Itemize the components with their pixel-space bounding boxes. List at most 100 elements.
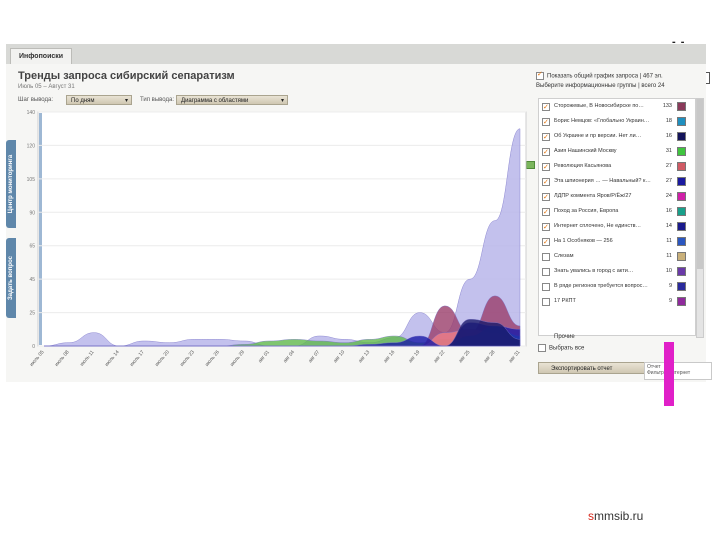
- x-tick-label: авг 07: [307, 349, 321, 364]
- type-select[interactable]: Диаграмма с областями ▾: [176, 95, 288, 105]
- legend-item-count: 24: [665, 193, 672, 199]
- legend-item[interactable]: Поход за Россия, Европа 16: [539, 205, 695, 219]
- y-tick-label: 140: [27, 110, 36, 116]
- legend-item-label: Сторожевые, В Новосибирске по…: [554, 103, 644, 109]
- legend-item-color-swatch[interactable]: [677, 252, 686, 261]
- step-select-value: По дням: [71, 98, 95, 104]
- legend-item-color-swatch[interactable]: [677, 147, 686, 156]
- legend-item[interactable]: ЛДПР коммента Яров/Р/Ёж/27 24: [539, 190, 695, 204]
- top-toolbar: Инфопоиски: [6, 44, 706, 65]
- x-tick-label: июль 08: [54, 349, 71, 368]
- legend-item-color-swatch[interactable]: [677, 282, 686, 291]
- y-tick-label: 25: [29, 311, 35, 317]
- legend-item-label: В ряде регионов требуется вопрос…: [554, 283, 648, 289]
- legend-item-color-swatch[interactable]: [677, 192, 686, 201]
- show-total-row[interactable]: Показать общий график запроса | 467 эл.: [536, 70, 663, 80]
- side-tab-queries-label: Задать вопрос: [8, 255, 14, 301]
- x-tick-label: июль 23: [179, 349, 196, 368]
- legend-item-label: Знать увались в город с акти…: [554, 268, 634, 274]
- legend-item[interactable]: Революция Касьянова 27: [539, 160, 695, 174]
- legend-item[interactable]: В ряде регионов требуется вопрос… 9: [539, 280, 695, 293]
- legend-item-checkbox[interactable]: [542, 131, 550, 144]
- legend-item-color-swatch[interactable]: [677, 237, 686, 246]
- legend-item-color-swatch[interactable]: [677, 267, 686, 276]
- legend-item-color-swatch[interactable]: [677, 102, 686, 111]
- legend-item-label: Интернет сплочено, Не единств…: [554, 223, 642, 229]
- brand-accent: s: [588, 509, 594, 523]
- legend-item-color-swatch[interactable]: [677, 297, 686, 306]
- legend-item-label: 17 РКПТ: [554, 298, 576, 304]
- export-report-button[interactable]: Экспортировать отчет: [538, 362, 660, 374]
- select-all-label: Выбрать все: [549, 345, 585, 352]
- legend-item-count: 27: [665, 178, 672, 184]
- legend-item-count: 9: [668, 298, 672, 304]
- x-tick-label: авг 25: [458, 349, 472, 364]
- legend-item-color-swatch[interactable]: [677, 132, 686, 141]
- y-tick-label: 0: [32, 344, 35, 350]
- y-tick-label: 105: [27, 177, 36, 183]
- legend-item[interactable]: 17 РКПТ 9: [539, 295, 695, 308]
- scrollbar-thumb[interactable]: [697, 99, 703, 269]
- legend-item-checkbox[interactable]: [542, 161, 550, 174]
- legend-item-checkbox[interactable]: [542, 191, 550, 204]
- legend-item[interactable]: Слезам 11: [539, 250, 695, 263]
- show-total-checkbox[interactable]: [536, 70, 544, 80]
- legend-item-checkbox[interactable]: [542, 253, 550, 261]
- legend-item-checkbox[interactable]: [542, 283, 550, 291]
- legend-item[interactable]: Сторожевые, В Новосибирске по… 133: [539, 100, 695, 114]
- legend-item-count: 10: [665, 268, 672, 274]
- legend-item-checkbox[interactable]: [542, 236, 550, 249]
- legend-item[interactable]: Борис Немцов: «Глобально Украин… 18: [539, 115, 695, 129]
- legend-item-label: На 1 Особняков — 256: [554, 238, 613, 244]
- select-all-checkbox[interactable]: [538, 344, 546, 352]
- side-tab-monitoring[interactable]: Центр мониторинга: [6, 140, 16, 228]
- legend-item-count: 11: [666, 238, 672, 244]
- legend-item-checkbox[interactable]: [542, 221, 550, 234]
- x-tick-label: июль 20: [154, 349, 171, 368]
- legend-item-color-swatch[interactable]: [677, 222, 686, 231]
- legend-item-count: 16: [665, 208, 672, 214]
- page-subtitle: Июль 05 – Август 31: [18, 84, 75, 90]
- step-select[interactable]: По дням ▾: [66, 95, 132, 105]
- chevron-down-icon: ▾: [280, 98, 284, 104]
- legend-item-count: 133: [662, 103, 672, 109]
- legend-item[interactable]: На 1 Особняков — 256 11: [539, 235, 695, 249]
- show-total-label: Показать общий график запроса | 467 эл.: [547, 73, 663, 80]
- y-tick-label: 65: [29, 244, 35, 250]
- legend-item[interactable]: Интернет сплочено, Не единств… 14: [539, 220, 695, 234]
- legend-item-checkbox[interactable]: [542, 101, 550, 114]
- legend-scrollbar[interactable]: [696, 98, 704, 338]
- legend-list: Сторожевые, В Новосибирске по… 133 Борис Н…: [538, 98, 696, 336]
- select-all-row[interactable]: Выбрать все: [538, 344, 584, 352]
- legend-item-color-swatch[interactable]: [677, 207, 686, 216]
- side-tab-queries[interactable]: Задать вопрос: [6, 238, 16, 318]
- legend-item-color-swatch[interactable]: [677, 162, 686, 171]
- legend-item[interactable]: Об Украине и пр версии. Нет ли… 16: [539, 130, 695, 144]
- brand-watermark: smmsib.ru: [588, 509, 643, 523]
- x-tick-label: июль 29: [229, 349, 246, 368]
- x-tick-label: авг 19: [408, 349, 422, 364]
- legend-item[interactable]: Азия Нашинский Москву 31: [539, 145, 695, 159]
- tab-infosearch[interactable]: Инфопоиски: [10, 48, 73, 65]
- legend-item-color-swatch[interactable]: [677, 177, 686, 186]
- legend-item-count: 9: [668, 283, 672, 289]
- legend-item-checkbox[interactable]: [542, 268, 550, 276]
- type-label: Тип вывода:: [140, 97, 174, 103]
- side-tab-monitoring-label: Центр мониторинга: [8, 154, 14, 214]
- legend-item-checkbox[interactable]: [542, 176, 550, 189]
- legend-item-checkbox[interactable]: [542, 116, 550, 129]
- legend-item-checkbox[interactable]: [542, 146, 550, 159]
- legend-item[interactable]: Эта шпионерия … — Навальный? к… 27: [539, 175, 695, 189]
- legend-item-count: 11: [666, 253, 672, 259]
- x-tick-label: июль 05: [29, 349, 46, 368]
- legend-item-color-swatch[interactable]: [677, 117, 686, 126]
- x-tick-label: авг 22: [433, 349, 447, 364]
- x-tick-label: авг 13: [357, 349, 371, 364]
- chevron-down-icon: ▾: [124, 98, 128, 104]
- legend-item-checkbox[interactable]: [542, 206, 550, 219]
- legend-item-checkbox[interactable]: [542, 298, 550, 306]
- legend-item-label: Революция Касьянова: [554, 163, 612, 169]
- type-select-value: Диаграмма с областями: [181, 98, 249, 104]
- legend-item[interactable]: Знать увались в город с акти… 10: [539, 265, 695, 278]
